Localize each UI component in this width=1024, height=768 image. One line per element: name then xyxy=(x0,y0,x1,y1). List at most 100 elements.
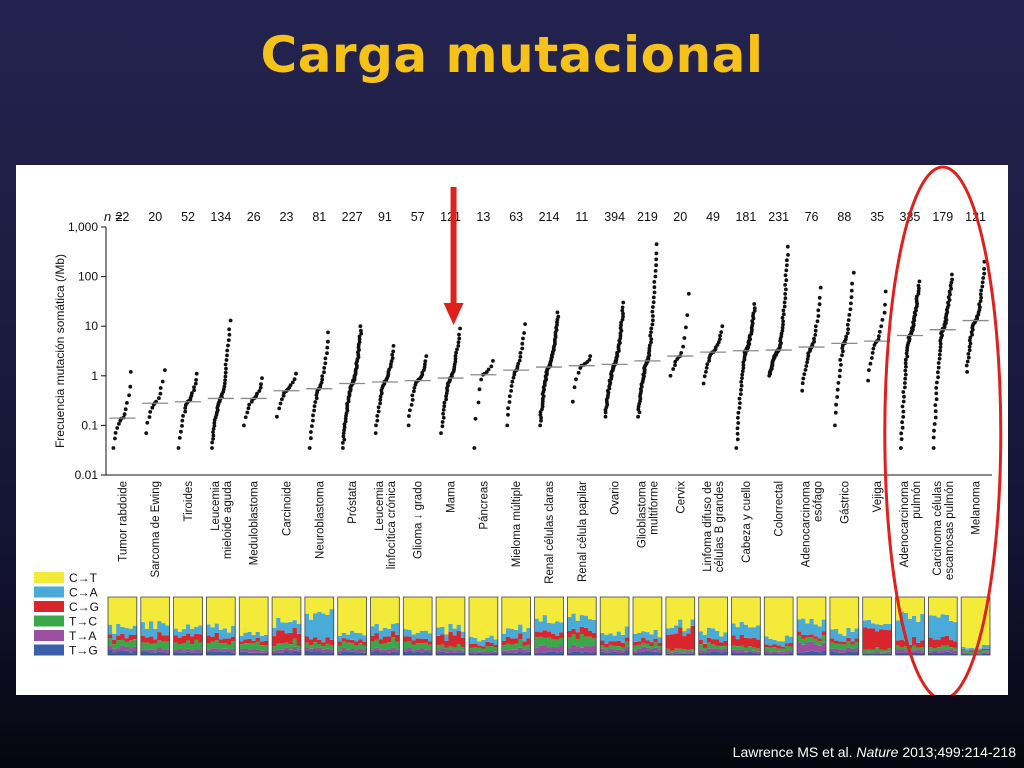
spectrum-segment xyxy=(784,645,790,651)
spectrum-segment xyxy=(965,653,970,655)
data-point xyxy=(718,337,722,341)
spectrum-segment xyxy=(161,640,166,650)
spectrum-segment xyxy=(423,643,429,650)
spectrum-segment xyxy=(358,597,363,634)
data-point xyxy=(938,345,943,349)
spectrum-segment xyxy=(985,648,991,651)
spectrum-segment xyxy=(194,652,199,655)
citation: Lawrence MS et al. Nature 2013;499:214-2… xyxy=(733,744,1016,760)
spectrum-panel-frame xyxy=(107,596,138,656)
spectrum-segment xyxy=(128,640,134,649)
spectrum-segment xyxy=(764,636,769,645)
spectrum-segment xyxy=(616,653,622,655)
spectrum-panel-frame xyxy=(370,596,400,656)
spectrum-segment xyxy=(575,651,581,655)
spectrum-segment xyxy=(940,614,946,637)
spectrum-segment xyxy=(288,649,293,653)
spectrum-segment xyxy=(149,636,154,644)
spectrum-segment xyxy=(407,636,412,642)
spectrum-segment xyxy=(702,650,708,654)
spectrum-segment xyxy=(395,634,400,642)
data-point xyxy=(444,394,448,399)
data-point xyxy=(489,364,494,369)
category-label: pulmón xyxy=(911,481,923,519)
spectrum-segment xyxy=(780,646,786,649)
spectrum-segment xyxy=(428,652,433,655)
spectrum-segment xyxy=(395,652,400,655)
spectrum-segment xyxy=(144,637,150,643)
data-point xyxy=(457,336,462,341)
data-point xyxy=(440,420,445,424)
spectrum-segment xyxy=(415,638,421,644)
spectrum-segment xyxy=(965,654,970,655)
spectrum-segment xyxy=(304,650,310,655)
spectrum-segment xyxy=(153,597,158,629)
data-point xyxy=(224,366,228,371)
data-point xyxy=(424,354,429,358)
spectrum-segment xyxy=(132,651,138,655)
spectrum-segment xyxy=(875,653,880,655)
spectrum-panel-frame xyxy=(763,596,794,656)
citation-authors: Lawrence MS et al. xyxy=(732,744,853,760)
spectrum-segment xyxy=(288,644,293,650)
spectrum-segment xyxy=(264,652,269,655)
spectrum-segment xyxy=(296,624,302,634)
data-point xyxy=(636,414,640,419)
spectrum-segment xyxy=(140,642,146,650)
spectrum-segment xyxy=(706,637,712,643)
spectrum-segment xyxy=(944,597,950,615)
spectrum-segment xyxy=(776,645,782,649)
spectrum-segment xyxy=(854,651,860,655)
spectrum-segment xyxy=(583,628,589,637)
spectrum-segment xyxy=(362,650,367,653)
data-point xyxy=(225,353,229,358)
spectrum-segment xyxy=(489,652,494,655)
spectrum-segment xyxy=(551,639,556,647)
spectrum-segment xyxy=(678,627,683,649)
spectrum-segment xyxy=(440,634,445,645)
spectrum-segment xyxy=(670,652,675,655)
spectrum-segment xyxy=(296,651,302,655)
data-point xyxy=(376,409,381,414)
spectrum-segment xyxy=(444,650,449,653)
data-point xyxy=(866,378,870,383)
data-point xyxy=(556,314,561,319)
spectrum-segment xyxy=(969,650,974,652)
spectrum-segment xyxy=(772,651,777,654)
spectrum-segment xyxy=(436,597,441,628)
spectrum-segment xyxy=(805,642,810,652)
data-point xyxy=(785,263,789,268)
spectrum-segment xyxy=(354,650,359,653)
spectrum-segment xyxy=(977,651,983,654)
spectrum-segment xyxy=(850,641,855,645)
spectrum-segment xyxy=(912,645,917,651)
spectrum-segment xyxy=(452,628,458,636)
spectrum-segment xyxy=(588,630,593,637)
data-point xyxy=(211,430,215,434)
n-count-label: 219 xyxy=(637,210,658,224)
spectrum-panel-frame xyxy=(271,596,302,656)
data-point xyxy=(938,341,943,346)
spectrum-segment xyxy=(575,597,581,621)
spectrum-segment xyxy=(789,646,794,651)
category-label: Ovario xyxy=(610,481,622,515)
spectrum-segment xyxy=(354,641,359,646)
spectrum-segment xyxy=(514,649,519,653)
spectrum-panel-frame xyxy=(829,596,860,656)
spectrum-segment xyxy=(317,639,322,644)
spectrum-segment xyxy=(616,646,622,650)
spectrum-segment xyxy=(501,652,507,655)
spectrum-segment xyxy=(711,639,716,645)
data-point xyxy=(117,422,121,426)
spectrum-segment xyxy=(813,651,819,655)
spectrum-segment xyxy=(949,640,954,647)
spectrum-segment xyxy=(953,653,958,655)
spectrum-segment xyxy=(419,630,425,639)
data-point xyxy=(408,408,412,413)
spectrum-segment xyxy=(194,633,199,640)
spectrum-segment xyxy=(144,629,150,638)
spectrum-panel-frame xyxy=(304,596,335,656)
spectrum-segment xyxy=(341,651,347,655)
spectrum-segment xyxy=(329,597,335,610)
data-point xyxy=(938,348,943,353)
